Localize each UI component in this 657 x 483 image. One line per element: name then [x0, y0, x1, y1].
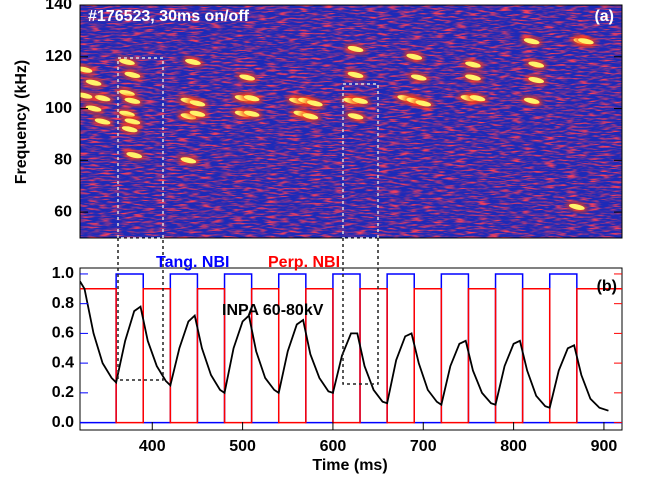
- mode-spot: [119, 58, 135, 65]
- x-tick-label: 600: [320, 438, 347, 455]
- series-annotation: INPA 60-80kV: [222, 302, 324, 319]
- mode-spot: [523, 97, 540, 104]
- mode-spot: [189, 100, 206, 107]
- mode-spot: [243, 110, 260, 117]
- mode-spot: [528, 77, 545, 84]
- mode-spot: [119, 89, 135, 97]
- mode-spot: [528, 61, 545, 68]
- y-tick-label: 140: [45, 0, 72, 13]
- x-tick-label: 700: [410, 438, 437, 455]
- mode-spot: [80, 66, 93, 73]
- y-tick-label: 80: [54, 152, 72, 169]
- legend-label: Perp. NBI: [268, 254, 340, 271]
- mode-spot: [85, 105, 102, 112]
- spectrogram-background: [80, 5, 622, 238]
- mode-spot: [121, 126, 138, 133]
- modes: [80, 35, 597, 213]
- series-line: [80, 288, 622, 424]
- x-tick-label: 400: [139, 438, 166, 455]
- mode-spot: [406, 53, 423, 60]
- mode-spot: [94, 95, 111, 102]
- mode-spot: [410, 74, 427, 81]
- y-axis-label: Frequency (kHz): [13, 60, 30, 184]
- frame-b: [79, 267, 623, 431]
- mode-spot: [465, 61, 481, 68]
- chart-title: #176523, 30ms on/off: [88, 8, 250, 25]
- mode-spot: [85, 79, 102, 86]
- panel-label: (b): [597, 278, 617, 295]
- y-tick-label: 1.0: [52, 265, 74, 282]
- mode-spot: [347, 71, 364, 78]
- x-tick-label: 500: [229, 438, 256, 455]
- x-axis-label: Time (ms): [312, 457, 387, 474]
- series-line: [80, 273, 622, 424]
- panel-label: (a): [594, 8, 614, 25]
- mode-spot: [469, 95, 486, 102]
- y-tick-label: 0.0: [52, 414, 74, 431]
- mode-spot: [243, 95, 260, 102]
- x-tick-label: 900: [591, 438, 618, 455]
- mode-spot: [302, 113, 319, 120]
- mode-spot: [347, 45, 364, 53]
- mode-spot: [465, 74, 481, 81]
- dashed-box: [117, 57, 379, 239]
- mode-spot: [124, 97, 141, 104]
- mode-spot: [124, 71, 141, 78]
- series-line: [80, 280, 609, 412]
- mode-spot: [523, 38, 540, 45]
- mode-spot: [80, 92, 93, 99]
- mode-spot: [568, 203, 585, 210]
- mode-spot: [94, 118, 111, 125]
- mode-spot: [307, 100, 323, 107]
- mode-spot: [119, 110, 135, 117]
- dashed-guide: [117, 238, 379, 385]
- y-tick-label: 100: [45, 100, 72, 117]
- mode-spot: [415, 100, 432, 107]
- x-tick-label: 800: [500, 438, 527, 455]
- mode-spot: [347, 113, 364, 120]
- y-tick-label: 0.8: [52, 295, 74, 312]
- legend-label: Tang. NBI: [156, 254, 229, 271]
- mode-spot: [124, 118, 141, 125]
- mode-spot: [126, 152, 143, 159]
- mode-spot: [185, 58, 201, 65]
- y-tick-label: 0.6: [52, 325, 74, 342]
- y-tick-label: 0.2: [52, 384, 74, 401]
- y-tick-label: 60: [54, 203, 72, 220]
- mode-spot: [239, 74, 255, 81]
- y-tick-label: 0.4: [52, 354, 74, 371]
- traces: [80, 273, 622, 424]
- mode-spot: [578, 38, 594, 45]
- mode-spot: [189, 110, 206, 117]
- y-tick-label: 120: [45, 48, 72, 65]
- mode-spot: [352, 97, 368, 104]
- mode-spot: [180, 157, 197, 164]
